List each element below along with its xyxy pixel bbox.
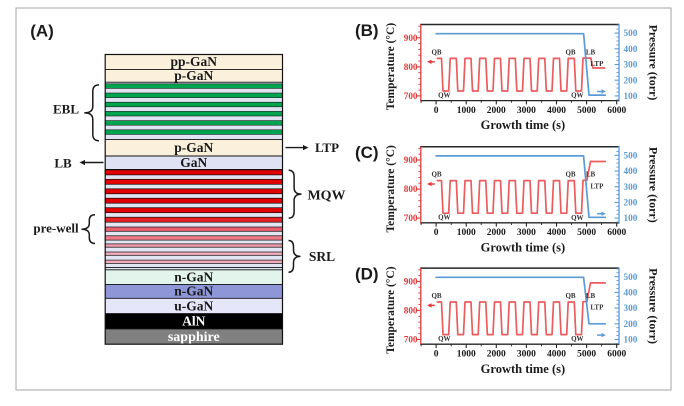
svg-text:(A): (A) bbox=[30, 22, 54, 41]
svg-text:100: 100 bbox=[624, 91, 638, 101]
svg-text:Growth time (s): Growth time (s) bbox=[481, 240, 565, 254]
svg-text:LTP: LTP bbox=[590, 182, 604, 190]
svg-text:700: 700 bbox=[404, 213, 418, 223]
svg-text:100: 100 bbox=[624, 335, 638, 345]
svg-text:MQW: MQW bbox=[307, 188, 345, 203]
svg-text:LTP: LTP bbox=[315, 140, 339, 155]
svg-text:500: 500 bbox=[624, 28, 638, 38]
svg-text:QW: QW bbox=[571, 92, 583, 100]
svg-text:300: 300 bbox=[624, 303, 638, 313]
svg-text:Pressure (torr): Pressure (torr) bbox=[647, 147, 661, 223]
svg-text:QW: QW bbox=[571, 214, 583, 222]
svg-text:6000: 6000 bbox=[607, 228, 626, 238]
svg-text:LB: LB bbox=[586, 292, 596, 300]
svg-text:5000: 5000 bbox=[577, 228, 596, 238]
svg-text:u-GaN: u-GaN bbox=[174, 298, 213, 313]
svg-text:3000: 3000 bbox=[517, 228, 536, 238]
svg-text:LB: LB bbox=[586, 171, 596, 179]
svg-text:800: 800 bbox=[404, 184, 418, 194]
svg-text:pp-GaN: pp-GaN bbox=[171, 54, 218, 69]
svg-text:1000: 1000 bbox=[457, 106, 476, 116]
svg-text:QW: QW bbox=[438, 92, 450, 100]
svg-text:1000: 1000 bbox=[457, 349, 476, 359]
svg-text:(C): (C) bbox=[355, 143, 379, 162]
svg-text:0: 0 bbox=[434, 106, 439, 116]
svg-text:SRL: SRL bbox=[309, 249, 335, 264]
svg-text:AlN: AlN bbox=[182, 314, 206, 329]
svg-text:Temperature (°C): Temperature (°C) bbox=[385, 266, 397, 353]
svg-text:4000: 4000 bbox=[547, 106, 566, 116]
svg-text:GaN: GaN bbox=[180, 155, 207, 170]
svg-text:2000: 2000 bbox=[487, 349, 506, 359]
svg-text:3000: 3000 bbox=[517, 349, 536, 359]
svg-text:100: 100 bbox=[624, 213, 638, 223]
svg-text:400: 400 bbox=[624, 288, 638, 298]
svg-text:pre-well: pre-well bbox=[33, 220, 79, 235]
svg-text:(D): (D) bbox=[355, 265, 379, 284]
svg-text:700: 700 bbox=[404, 335, 418, 345]
svg-text:QB: QB bbox=[431, 171, 441, 179]
svg-text:4000: 4000 bbox=[547, 349, 566, 359]
svg-text:p-GaN: p-GaN bbox=[174, 140, 213, 155]
svg-text:800: 800 bbox=[404, 62, 418, 72]
svg-text:800: 800 bbox=[404, 306, 418, 316]
svg-text:Temperature (°C): Temperature (°C) bbox=[385, 23, 397, 110]
svg-text:200: 200 bbox=[624, 75, 638, 85]
svg-text:500: 500 bbox=[624, 272, 638, 282]
svg-text:6000: 6000 bbox=[607, 106, 626, 116]
svg-text:2000: 2000 bbox=[487, 106, 506, 116]
svg-text:6000: 6000 bbox=[607, 349, 626, 359]
svg-text:LB: LB bbox=[54, 156, 72, 171]
svg-text:p-GaN: p-GaN bbox=[174, 68, 213, 83]
svg-text:1000: 1000 bbox=[457, 228, 476, 238]
svg-text:QB: QB bbox=[565, 171, 575, 179]
svg-text:QB: QB bbox=[431, 292, 441, 300]
svg-text:Temperature (°C): Temperature (°C) bbox=[385, 145, 397, 232]
svg-text:300: 300 bbox=[624, 182, 638, 192]
svg-text:Pressure (torr): Pressure (torr) bbox=[647, 25, 661, 101]
svg-text:QW: QW bbox=[571, 335, 583, 343]
svg-text:EBL: EBL bbox=[53, 102, 79, 117]
svg-text:2000: 2000 bbox=[487, 228, 506, 238]
svg-text:4000: 4000 bbox=[547, 228, 566, 238]
svg-text:LB: LB bbox=[586, 48, 596, 56]
svg-text:QB: QB bbox=[565, 48, 575, 56]
svg-text:3000: 3000 bbox=[517, 106, 536, 116]
svg-text:LTP: LTP bbox=[590, 60, 604, 68]
svg-text:5000: 5000 bbox=[577, 349, 596, 359]
svg-text:QB: QB bbox=[431, 48, 441, 56]
svg-text:900: 900 bbox=[404, 277, 418, 287]
svg-text:n-GaN: n-GaN bbox=[174, 284, 213, 299]
svg-text:400: 400 bbox=[624, 166, 638, 176]
svg-text:sapphire: sapphire bbox=[168, 330, 220, 345]
svg-text:LTP: LTP bbox=[590, 304, 604, 312]
svg-text:200: 200 bbox=[624, 198, 638, 208]
svg-text:200: 200 bbox=[624, 319, 638, 329]
svg-text:500: 500 bbox=[624, 150, 638, 160]
svg-text:QW: QW bbox=[438, 335, 450, 343]
svg-text:700: 700 bbox=[404, 91, 418, 101]
svg-text:n-GaN: n-GaN bbox=[174, 269, 213, 284]
svg-text:400: 400 bbox=[624, 44, 638, 54]
svg-text:(B): (B) bbox=[355, 21, 379, 40]
svg-text:0: 0 bbox=[434, 228, 439, 238]
svg-text:Growth time (s): Growth time (s) bbox=[481, 362, 565, 376]
svg-text:QW: QW bbox=[438, 214, 450, 222]
svg-text:300: 300 bbox=[624, 60, 638, 70]
svg-text:Growth time (s): Growth time (s) bbox=[481, 118, 565, 132]
svg-text:900: 900 bbox=[404, 155, 418, 165]
svg-text:0: 0 bbox=[434, 349, 439, 359]
svg-text:Pressure (torr): Pressure (torr) bbox=[647, 268, 661, 344]
svg-text:QB: QB bbox=[565, 292, 575, 300]
svg-text:900: 900 bbox=[404, 33, 418, 43]
svg-text:5000: 5000 bbox=[577, 106, 596, 116]
